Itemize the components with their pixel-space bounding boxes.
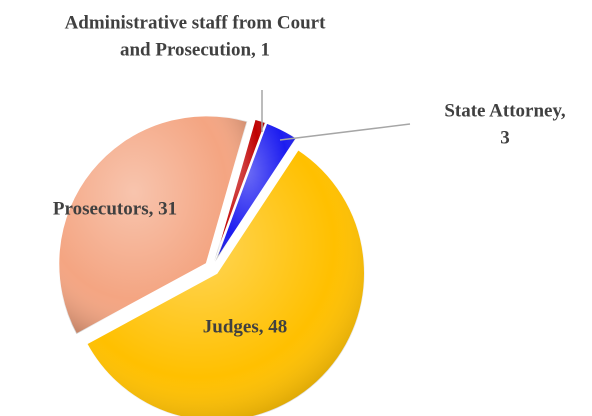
labels: Administrative staff from Court and Prose… [53, 12, 566, 337]
data-label: Judges, 48 [203, 316, 287, 337]
pie [57, 114, 366, 416]
data-label: State Attorney, [444, 100, 566, 121]
leader-line [279, 123, 411, 141]
data-label: 3 [500, 127, 510, 148]
data-label: Prosecutors, 31 [53, 198, 177, 219]
data-label: and Prosecution, 1 [120, 39, 270, 60]
data-label: Administrative staff from Court [65, 12, 327, 33]
